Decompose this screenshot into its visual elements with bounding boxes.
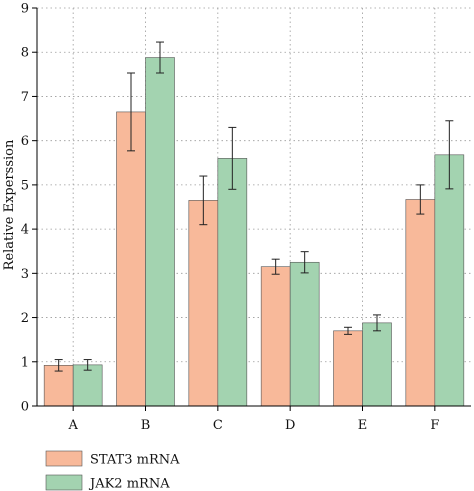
y-tick-label: 2	[21, 311, 29, 326]
bar-stat3-c	[188, 200, 219, 407]
bar-jak2-f	[434, 154, 465, 407]
x-tick-label: F	[430, 418, 439, 433]
legend: STAT3 mRNA JAK2 mRNA	[45, 450, 180, 491]
y-tick-label: 6	[21, 134, 29, 149]
y-axis-label: Relative Experssion	[2, 139, 17, 270]
y-tick-labels: 0 1 2 3 4 5 6 7 8 9	[21, 2, 29, 415]
x-tick-label: A	[67, 418, 78, 433]
bars	[43, 57, 465, 407]
y-tick-label: 3	[21, 267, 29, 282]
bar-jak2-a	[72, 364, 103, 407]
bar-stat3-a	[43, 365, 74, 407]
bar-stat3-b	[116, 111, 146, 407]
x-tick-label: D	[285, 418, 295, 433]
x-tick-label: C	[213, 418, 223, 433]
legend-label-jak2: JAK2 mRNA	[88, 477, 170, 491]
error-bars	[54, 41, 454, 372]
x-tick-labels: A B C D E F	[67, 418, 439, 433]
y-tick-label: 5	[21, 178, 29, 193]
y-tick-label: 9	[21, 2, 29, 17]
bar-stat3-e	[333, 330, 363, 407]
bar-stat3-f	[405, 199, 436, 407]
legend-label-stat3: STAT3 mRNA	[90, 453, 180, 468]
y-tick-label: 7	[21, 90, 29, 105]
bar-stat3-d	[260, 266, 291, 407]
bar-jak2-b	[145, 57, 175, 407]
y-tick-label: 1	[21, 355, 29, 370]
bar-jak2-d	[289, 261, 320, 407]
legend-swatch-stat3	[45, 450, 83, 467]
legend-swatch-jak2	[45, 474, 83, 491]
bar-jak2-e	[362, 322, 392, 407]
bar-jak2-c	[217, 158, 248, 407]
x-tick-label: E	[358, 418, 368, 433]
y-tick-label: 4	[21, 223, 29, 238]
y-tick-label: 0	[21, 400, 29, 415]
y-tick-label: 8	[21, 46, 29, 61]
x-tick-label: B	[141, 418, 151, 433]
axes	[32, 7, 471, 411]
